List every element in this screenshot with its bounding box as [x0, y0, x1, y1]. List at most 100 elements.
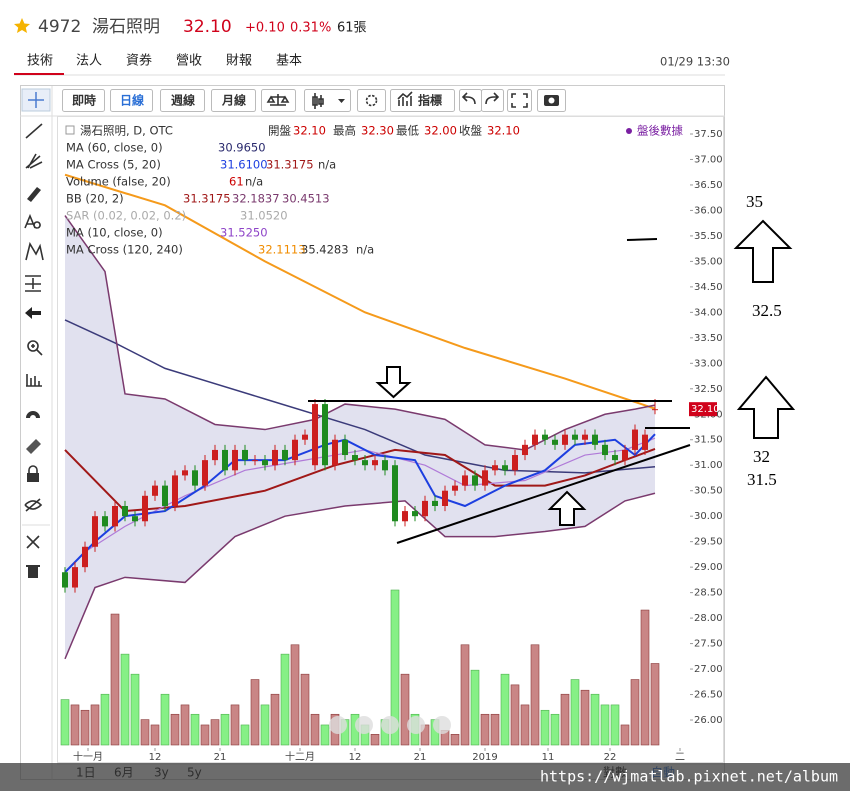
- y-tick-label: 26.50: [694, 690, 723, 701]
- scroll-button[interactable]: [381, 716, 399, 734]
- scroll-button[interactable]: [355, 716, 373, 734]
- price-percent: 0.31%: [290, 21, 331, 36]
- x-tick-label: 12: [149, 752, 162, 763]
- crosshair-icon[interactable]: [28, 92, 44, 108]
- button[interactable]: [62, 89, 105, 112]
- legend-value: 35.4283: [301, 243, 349, 257]
- volume-bar: [420, 724, 430, 746]
- candle-body: [102, 516, 108, 527]
- legend-value: 32.1837: [232, 192, 280, 206]
- watermark-bar: [0, 763, 850, 791]
- button[interactable]: [304, 89, 351, 112]
- legend-icon[interactable]: [65, 125, 75, 135]
- candle-body: [632, 429, 638, 450]
- hide-tool[interactable]: [24, 498, 43, 512]
- volume-bar: [110, 613, 120, 746]
- volume-bar: [160, 693, 170, 746]
- tab[interactable]: 法人: [76, 54, 102, 69]
- tab[interactable]: 財報: [226, 54, 252, 69]
- gear-icon: [365, 94, 378, 107]
- tab[interactable]: 技術: [27, 54, 53, 69]
- y-tick-label: 30.00: [694, 511, 723, 522]
- legend-value: 32.1113: [258, 243, 306, 257]
- line-tool[interactable]: [25, 123, 43, 139]
- button-label: 指標: [418, 93, 442, 108]
- chart: 26.00 26.50 27.00 27.50 28.00 28.50 29.00 29.50…: [60, 129, 723, 763]
- y-tick-label: 36.00: [694, 205, 723, 216]
- zoom-tool[interactable]: [27, 340, 39, 352]
- y-tick-label: 35.00: [694, 256, 723, 267]
- volume-bar: [210, 719, 220, 746]
- back-tool[interactable]: [25, 307, 41, 319]
- favorite-star[interactable]: [14, 18, 30, 33]
- button[interactable]: [160, 89, 205, 112]
- volume-bar: [130, 673, 140, 746]
- tab[interactable]: 資券: [126, 53, 152, 69]
- measure-tool[interactable]: [25, 275, 41, 292]
- legend-value: n/a: [245, 175, 263, 189]
- annotation: 35: [746, 192, 763, 211]
- volume-bar: [520, 704, 530, 746]
- eraser-tool[interactable]: [26, 439, 41, 454]
- volume-bar: [270, 693, 280, 746]
- tab[interactable]: 營收: [176, 54, 202, 69]
- volume-bar: [90, 704, 100, 746]
- candle-body: [202, 460, 208, 486]
- stock-price: 32.10: [183, 17, 232, 37]
- volume-bar: [530, 644, 540, 746]
- candle-body: [172, 475, 178, 506]
- button-label: 月線: [221, 93, 246, 108]
- tab[interactable]: 基本: [276, 54, 302, 69]
- volume-bar: [170, 713, 180, 746]
- delete-tool[interactable]: [26, 565, 40, 578]
- target-mark: [626, 238, 658, 241]
- legend-value: n/a: [356, 243, 374, 257]
- candle-body: [352, 455, 358, 461]
- settings-tool[interactable]: [26, 535, 40, 549]
- volume-bar: [70, 704, 80, 746]
- indicator-icon: [397, 91, 413, 106]
- button[interactable]: [481, 89, 504, 112]
- volume-bar: [240, 724, 250, 746]
- button[interactable]: [110, 89, 153, 112]
- after-hours-label[interactable]: 盤後數據: [637, 124, 683, 138]
- candle-body: [72, 567, 78, 588]
- volume-bar: [300, 673, 310, 746]
- scroll-button[interactable]: [407, 716, 425, 734]
- button[interactable]: [507, 89, 532, 112]
- volume-bar: [100, 693, 110, 746]
- volume-bar: [600, 704, 610, 746]
- y-tick-label: 31.00: [694, 460, 723, 471]
- candle-body: [642, 434, 648, 450]
- support-trendline: [396, 444, 691, 544]
- button[interactable]: [211, 89, 256, 112]
- brush-tool[interactable]: [27, 187, 41, 202]
- legend-label: 開盤: [268, 124, 291, 138]
- text-tool[interactable]: [24, 213, 41, 229]
- toolbar: 即時 日線 週線 月線 指標: [62, 89, 566, 112]
- legend-value: 31.3175: [266, 158, 314, 172]
- y-tick-label: 32.50: [694, 384, 723, 395]
- zoom-tool-handle[interactable]: [31, 344, 43, 356]
- y-tick-label: 34.50: [694, 282, 723, 293]
- pattern-tool[interactable]: [25, 241, 44, 261]
- candle-body: [252, 460, 258, 462]
- scroll-button[interactable]: [433, 716, 451, 734]
- scroll-button[interactable]: [329, 716, 347, 734]
- price-change: +0.10: [245, 21, 285, 36]
- volume-bar: [200, 724, 210, 746]
- fan-tool[interactable]: [25, 153, 43, 169]
- magnet-tool[interactable]: [26, 411, 40, 418]
- button[interactable]: [357, 89, 386, 112]
- volume-bar: [250, 679, 260, 746]
- candle-body: [312, 404, 318, 466]
- x-tick-label: 2019: [472, 752, 497, 763]
- x-tick-label: 22: [604, 752, 617, 763]
- legend-value: 31.3175: [183, 192, 231, 206]
- lock-tool[interactable]: [27, 473, 39, 482]
- candle-body: [412, 511, 418, 517]
- candle-body: [542, 434, 548, 440]
- chart-tool[interactable]: [26, 374, 42, 387]
- button[interactable]: [459, 89, 482, 112]
